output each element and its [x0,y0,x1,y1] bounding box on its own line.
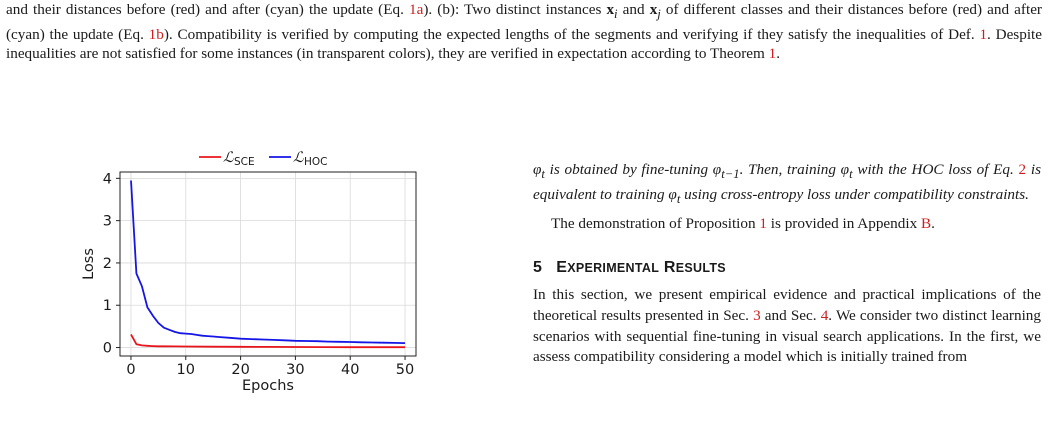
y-tick-label: 4 [103,171,112,187]
caption-text: ). Compatibility is verified by computin… [163,25,980,43]
loss-chart-figure: 0 10 20 30 40 50 0 1 2 3 4 Epochs Loss ℒ SCE ℒ HOC [78,145,444,415]
sec-ref-4[interactable]: 4 [820,307,829,325]
section-heading: 5 EXPERIMENTAL RESULTS [533,258,726,276]
eq-ref-2[interactable]: 2 [1018,161,1027,178]
x-tick-label: 0 [126,362,135,378]
caption-text: of different classes and their distances… [6,1,1042,43]
math-sub: j [657,7,661,22]
y-tick-label: 1 [103,298,112,314]
legend-label-sce: ℒ [223,150,234,166]
section-number: 5 [533,258,543,276]
figure-caption: and their distances before (red) and aft… [6,0,1042,64]
y-tick-label: 0 [103,341,112,357]
plot-frame [119,171,417,357]
math-xi: x [606,1,615,18]
x-tick-label: 50 [396,362,414,378]
caption-text: and their distances before (red) and aft… [6,1,409,18]
series-line-hoc [130,180,406,344]
y-tick-label: 2 [103,256,112,272]
series-line-sce [130,333,405,349]
section-body: In this section, we present empirical ev… [533,286,1041,366]
caption-text: . [776,45,781,63]
appendix-ref-b[interactable]: B [920,215,932,233]
y-axis-label: Loss [81,248,97,280]
x-tick-label: 10 [177,362,195,378]
math-sub: i [614,7,618,22]
proposition-text: φt is obtained by fine-tuning φt−1. Then… [533,161,1041,206]
proposition-ref-1[interactable]: 1 [759,215,767,233]
caption-text: ). (b): Two distinct instances [423,1,607,18]
right-column: φt is obtained by fine-tuning φt−1. Then… [533,160,1041,368]
sec-ref-3[interactable]: 3 [753,307,761,325]
legend-subscript-sce: SCE [234,156,255,168]
caption-text: and [617,1,650,18]
x-axis-label: Epochs [242,378,294,394]
eq-ref-1b[interactable]: 1b [148,25,164,43]
legend-label-hoc: ℒ [293,150,304,166]
x-tick-label: 30 [286,362,304,378]
theorem-ref-1[interactable]: 1 [768,45,777,63]
math-xj: x [649,1,658,18]
demonstration-paragraph: The demonstration of Proposition 1 is pr… [551,215,935,233]
caption-text: . Despite inequalities are not satisfied… [6,25,1042,63]
x-tick-label: 20 [231,362,249,378]
eq-ref-1a[interactable]: 1a [408,1,424,18]
def-ref-1[interactable]: 1 [979,25,988,43]
legend-subscript-hoc: HOC [304,156,328,168]
y-tick-label: 3 [103,214,112,230]
x-tick-label: 40 [341,362,359,378]
